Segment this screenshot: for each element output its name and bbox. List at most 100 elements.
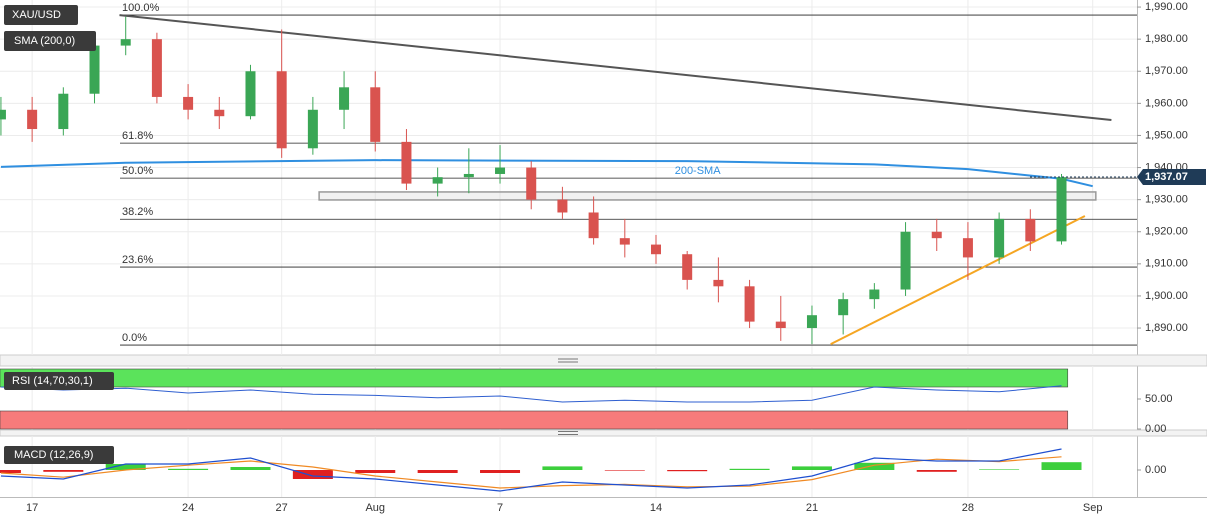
candle-body xyxy=(962,238,973,258)
x-tick-label: 21 xyxy=(806,502,818,514)
macd-line xyxy=(0,448,1062,492)
fib-label: 38.2% xyxy=(122,206,153,218)
histogram-bar xyxy=(729,468,770,470)
y-tick-label: 1,920.00 xyxy=(1145,226,1188,238)
last-price-tag xyxy=(1137,168,1206,185)
fib-label: 61.8% xyxy=(122,130,153,142)
trendline xyxy=(830,215,1086,345)
rsi-line xyxy=(0,385,1062,403)
candle-body xyxy=(900,231,911,290)
candle-body xyxy=(307,109,318,149)
sma-annotation: 200-SMA xyxy=(675,165,722,177)
histogram-bar xyxy=(791,466,832,470)
candle-body xyxy=(401,141,412,184)
candle-body xyxy=(432,177,443,184)
y-tick-label: 50.00 xyxy=(1145,393,1173,405)
title-box xyxy=(4,372,114,390)
histogram-bar xyxy=(542,466,583,470)
histogram-bar xyxy=(417,470,458,473)
rsi-band xyxy=(0,410,1069,430)
histogram-bar xyxy=(105,464,146,470)
candle-body xyxy=(869,289,880,300)
x-tick-label: 24 xyxy=(182,502,194,514)
histogram-bar xyxy=(355,470,396,473)
candle-body xyxy=(650,244,661,255)
candle-body xyxy=(1025,218,1036,242)
fib-label: 23.6% xyxy=(122,254,153,266)
histogram-bar xyxy=(292,470,333,479)
panel-separator xyxy=(0,354,1207,367)
y-tick-label: 1,950.00 xyxy=(1145,129,1188,141)
trendline xyxy=(119,14,1112,122)
x-tick-label: 14 xyxy=(650,502,662,514)
candle-body xyxy=(775,321,786,329)
candle-body xyxy=(27,109,38,130)
x-tick-label: 7 xyxy=(497,502,503,514)
candle-body xyxy=(838,299,849,316)
x-tick-label: Sep xyxy=(1083,502,1103,514)
histogram-bar xyxy=(230,467,271,470)
panel-title: MACD (12,26,9) xyxy=(14,449,93,461)
sma-line xyxy=(0,159,1093,188)
histogram-bar xyxy=(168,468,209,470)
candle-body xyxy=(463,173,474,178)
histogram-bar xyxy=(1041,462,1082,470)
x-tick-label: 28 xyxy=(962,502,974,514)
candle-body xyxy=(58,93,69,130)
y-tick-label: 1,910.00 xyxy=(1145,258,1188,270)
y-tick-label: 1,890.00 xyxy=(1145,322,1188,334)
candle-body xyxy=(682,254,693,280)
candle-body xyxy=(557,199,568,213)
candle-body xyxy=(245,71,256,117)
last-price-label: 1,937.07 xyxy=(1145,171,1188,183)
chart-title: XAU/USD xyxy=(12,9,61,21)
indicator-label: SMA (200,0) xyxy=(14,35,75,47)
candle-body xyxy=(120,39,131,46)
candle-body xyxy=(495,167,506,174)
fib-label: 0.0% xyxy=(122,332,147,344)
panel-title: RSI (14,70,30,1) xyxy=(12,375,93,387)
histogram-bar xyxy=(916,470,957,472)
candle-body xyxy=(931,231,942,239)
histogram-bar xyxy=(480,470,521,473)
x-tick-label: 17 xyxy=(26,502,38,514)
fib-label: 100.0% xyxy=(122,2,160,14)
signal-line xyxy=(0,456,1062,489)
candle-body xyxy=(1056,177,1067,242)
histogram-bar xyxy=(604,470,645,471)
title-box xyxy=(4,446,114,464)
candle-body xyxy=(370,87,381,142)
candle-body xyxy=(713,279,724,287)
candle-body xyxy=(276,71,287,149)
histogram-bar xyxy=(854,462,895,470)
candle-body xyxy=(619,238,630,245)
histogram-bar xyxy=(43,470,84,472)
candle-body xyxy=(89,45,100,94)
candle-body xyxy=(0,109,6,120)
panel-separator xyxy=(0,429,1207,437)
y-tick-label: 1,930.00 xyxy=(1145,194,1188,206)
x-tick-label: 27 xyxy=(276,502,288,514)
indicator-box xyxy=(4,31,96,51)
candle-body xyxy=(214,109,225,117)
x-tick-label: Aug xyxy=(365,502,385,514)
y-tick-label: 1,900.00 xyxy=(1145,290,1188,302)
y-tick-label: 1,980.00 xyxy=(1145,33,1188,45)
y-tick-label: 0.00 xyxy=(1145,423,1166,435)
candle-body xyxy=(744,286,755,322)
y-tick-label: 1,970.00 xyxy=(1145,65,1188,77)
histogram-bar xyxy=(979,469,1020,470)
candle-body xyxy=(339,87,350,110)
y-tick-label: 1,990.00 xyxy=(1145,1,1188,13)
candle-body xyxy=(994,218,1005,258)
candle-body xyxy=(806,315,817,329)
consolidation-zone xyxy=(318,191,1097,201)
histogram-bar xyxy=(0,470,21,473)
rsi-band xyxy=(0,368,1069,388)
plot-area xyxy=(0,0,1137,355)
candle-body xyxy=(183,96,194,110)
candle-body xyxy=(151,39,162,97)
y-tick-label: 1,960.00 xyxy=(1145,97,1188,109)
y-tick-label: 0.00 xyxy=(1145,464,1166,476)
